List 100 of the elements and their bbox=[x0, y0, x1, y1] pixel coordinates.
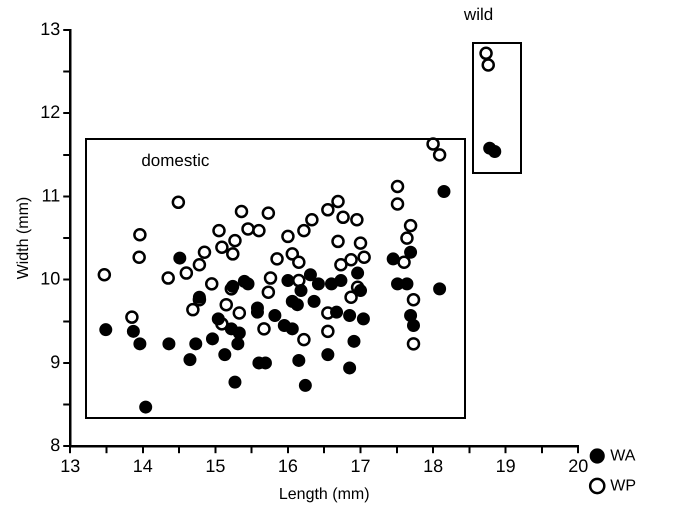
point bbox=[479, 46, 493, 60]
point bbox=[330, 306, 344, 319]
point bbox=[286, 294, 299, 308]
point bbox=[406, 337, 420, 351]
point bbox=[488, 145, 502, 158]
point bbox=[297, 332, 311, 346]
point bbox=[162, 337, 176, 350]
point bbox=[343, 309, 356, 322]
point bbox=[212, 224, 226, 238]
point bbox=[321, 324, 335, 338]
x-tick-label: 15 bbox=[205, 456, 226, 476]
text: wild bbox=[464, 5, 494, 26]
point bbox=[481, 58, 495, 72]
x-axis-title: Length (mm) bbox=[278, 486, 370, 503]
point bbox=[198, 246, 212, 259]
point bbox=[404, 246, 418, 259]
point bbox=[356, 312, 370, 326]
point bbox=[390, 180, 404, 194]
x-tick-label: 14 bbox=[132, 456, 153, 476]
legend-label: WA bbox=[610, 447, 636, 464]
y-tick-label: 8 bbox=[50, 435, 60, 456]
x-tick-label: 18 bbox=[423, 456, 444, 476]
point bbox=[173, 252, 186, 265]
y-tick-label: 12 bbox=[40, 102, 60, 122]
point bbox=[292, 354, 306, 367]
x-tick-label: 19 bbox=[496, 456, 516, 476]
point bbox=[126, 324, 140, 338]
point bbox=[133, 337, 146, 350]
point bbox=[406, 292, 420, 306]
point bbox=[192, 290, 206, 304]
point bbox=[264, 271, 278, 285]
point bbox=[204, 277, 218, 291]
point bbox=[228, 234, 242, 248]
point bbox=[334, 274, 348, 288]
point bbox=[125, 310, 139, 324]
y-tick-label: 10 bbox=[40, 268, 60, 289]
point bbox=[397, 255, 411, 269]
point bbox=[189, 337, 202, 350]
point bbox=[226, 247, 240, 261]
point bbox=[98, 268, 112, 282]
point bbox=[241, 222, 255, 236]
legend-label: WP bbox=[610, 477, 636, 494]
point bbox=[132, 250, 146, 264]
point bbox=[354, 284, 368, 298]
point bbox=[354, 236, 368, 250]
point bbox=[242, 277, 255, 290]
point bbox=[262, 206, 276, 220]
point bbox=[186, 302, 200, 316]
point bbox=[404, 309, 418, 322]
point bbox=[406, 319, 420, 332]
point bbox=[344, 252, 358, 266]
point bbox=[433, 282, 446, 296]
point bbox=[404, 218, 418, 232]
point bbox=[386, 252, 400, 266]
point bbox=[294, 284, 308, 298]
point bbox=[334, 258, 348, 272]
point bbox=[298, 378, 312, 392]
point bbox=[321, 348, 334, 362]
y-tick-label: 9 bbox=[50, 352, 60, 372]
point bbox=[292, 255, 306, 269]
point bbox=[226, 280, 240, 293]
point bbox=[286, 247, 300, 261]
point bbox=[180, 266, 194, 280]
point bbox=[234, 204, 248, 218]
point bbox=[161, 271, 175, 285]
point bbox=[139, 400, 152, 414]
point bbox=[390, 197, 404, 211]
point bbox=[220, 298, 233, 312]
point bbox=[331, 234, 345, 248]
point bbox=[268, 309, 282, 322]
x-tick-label: 20 bbox=[568, 456, 588, 476]
point bbox=[400, 277, 414, 290]
point bbox=[212, 312, 225, 326]
point bbox=[281, 230, 295, 244]
point bbox=[304, 268, 317, 282]
point bbox=[308, 294, 321, 308]
point bbox=[350, 213, 364, 227]
point bbox=[343, 361, 356, 374]
point bbox=[228, 376, 242, 389]
point bbox=[297, 224, 311, 238]
annotation: domestic bbox=[141, 150, 210, 171]
point bbox=[400, 231, 414, 245]
point bbox=[99, 323, 112, 336]
x-tick-label: 16 bbox=[278, 456, 298, 476]
point bbox=[218, 348, 232, 362]
point bbox=[347, 334, 360, 348]
point bbox=[231, 337, 244, 350]
x-tick-label: 17 bbox=[350, 456, 371, 476]
point bbox=[215, 240, 229, 254]
point bbox=[252, 224, 266, 238]
point bbox=[257, 322, 271, 336]
point bbox=[232, 306, 246, 320]
point bbox=[312, 277, 325, 290]
point bbox=[183, 353, 196, 366]
point bbox=[270, 252, 284, 266]
point bbox=[281, 274, 294, 288]
point bbox=[331, 194, 345, 208]
y-tick-label: 13 bbox=[40, 18, 60, 39]
y-axis-title: Width (mm) bbox=[15, 196, 32, 280]
point bbox=[133, 228, 147, 242]
